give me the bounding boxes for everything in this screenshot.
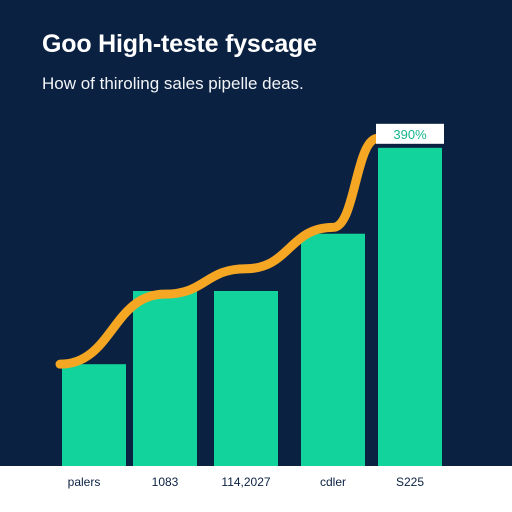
bar-4 [301,233,365,466]
data-label-badge [376,123,444,144]
x-axis-band-rect [0,466,512,512]
bars-group [62,147,442,466]
x-tick-label-4: cdler [320,475,346,489]
bar-2 [133,291,197,466]
x-axis-ticks: palers 1083 114,2027 cdler S225 [68,475,425,489]
bar-1 [62,364,126,466]
x-tick-label-1: palers [68,475,101,489]
chart-title: Goo High-teste fyscage [42,30,317,58]
data-label-text: 390% [393,127,427,142]
x-tick-label-5: S225 [396,475,424,489]
x-axis-band [0,466,512,512]
bar-5 [378,147,442,466]
x-tick-label-3: 114,2027 [221,475,270,489]
data-labels: 390% [376,123,444,144]
chart-subtitle: How of thiroling sales pipelle deas. [42,74,304,93]
bar-3 [214,291,278,466]
trend-line-group [55,133,383,369]
trend-line [55,133,383,369]
x-tick-label-2: 1083 [152,475,179,489]
